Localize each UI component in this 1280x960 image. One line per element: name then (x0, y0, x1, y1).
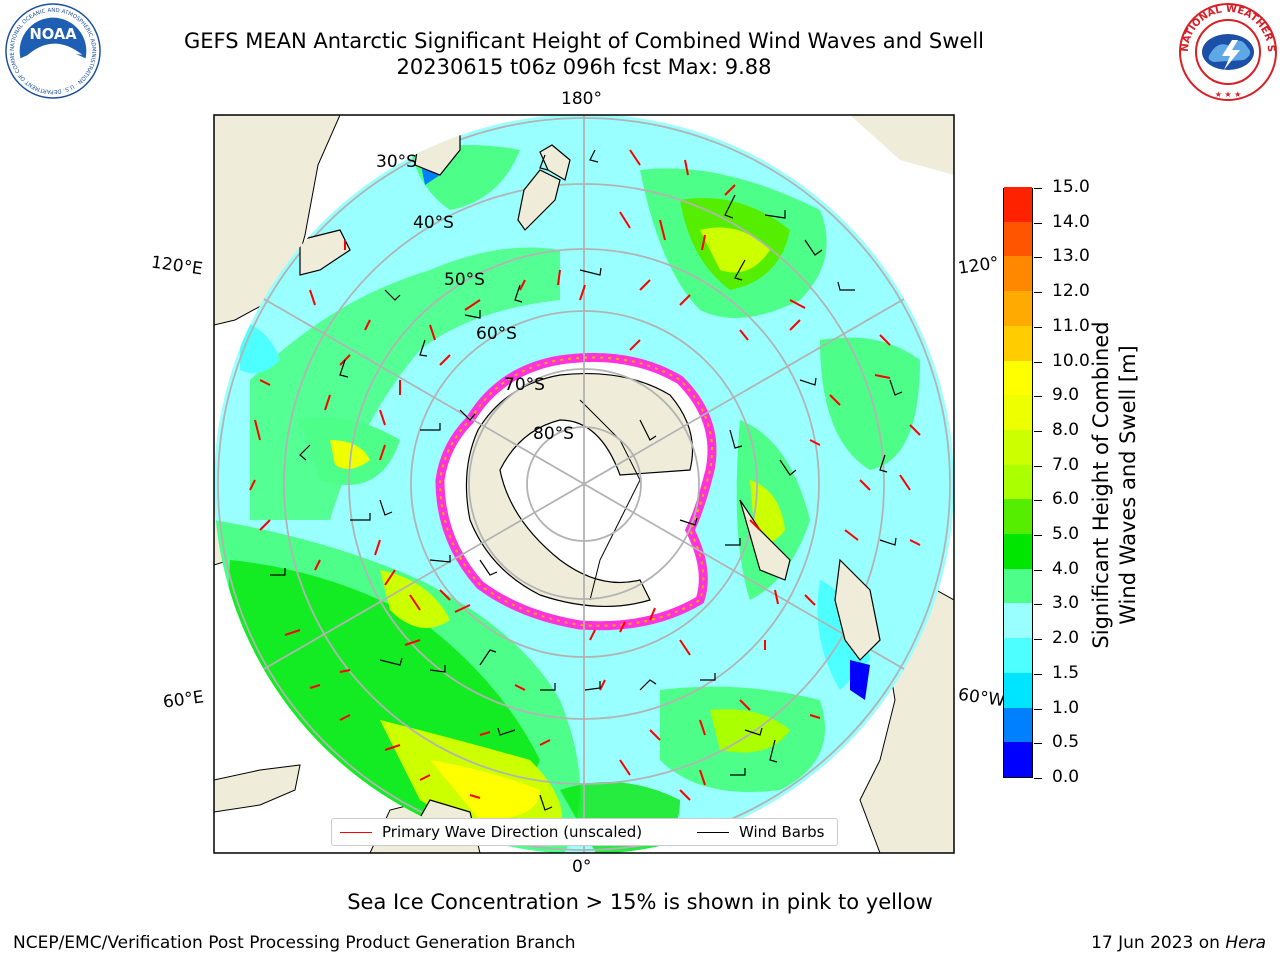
colorbar-tick (1034, 604, 1042, 606)
colorbar-tick (1034, 639, 1042, 641)
colorbar-tick-label: 1.5 (1052, 662, 1080, 683)
colorbar-tick (1034, 326, 1042, 328)
colorbar (1003, 186, 1033, 778)
colorbar-segment (1004, 394, 1032, 430)
colorbar-tick-label: 5.0 (1052, 524, 1080, 545)
colorbar-tick-label: 6.0 (1052, 489, 1080, 510)
colorbar-segment (1004, 360, 1032, 396)
lat-label-30s: 30°S (376, 152, 417, 172)
colorbar-tick (1034, 465, 1042, 467)
colorbar-tick-label: 13.0 (1052, 246, 1090, 267)
antarctica (435, 353, 717, 631)
colorbar-title-line2: Wind Waves and Swell [m] (1116, 345, 1140, 625)
sea-ice-note: Sea Ice Concentration > 15% is shown in … (347, 890, 933, 914)
colorbar-segment (1004, 186, 1032, 222)
lon-label-0: 0° (572, 857, 592, 877)
colorbar-segment (1004, 429, 1032, 465)
lat-label-70s: 70°S (504, 375, 545, 395)
lat-label-50s: 50°S (444, 270, 485, 290)
wind-barbs (270, 149, 903, 811)
colorbar-segment (1004, 741, 1032, 777)
graticule (217, 115, 951, 853)
chart-subtitle: 20230615 t06z 096h fcst Max: 9.88 (396, 55, 772, 79)
colorbar-tick (1034, 222, 1042, 224)
noaa-logo: NOAA NATIONAL OCEANIC AND ATMOSPHERIC AD… (4, 2, 101, 99)
legend-primary-label: Primary Wave Direction (unscaled) (382, 823, 643, 841)
legend-barbs-swatch (697, 832, 729, 833)
colorbar-segment (1004, 637, 1032, 673)
colorbar-tick-label: 7.0 (1052, 454, 1080, 475)
noaa-logo-text: NOAA (29, 26, 77, 43)
colorbar-segment (1004, 672, 1032, 708)
chart-title: GEFS MEAN Antarctic Significant Height o… (183, 29, 985, 53)
footer-date: 17 Jun 2023 on Hera (1091, 933, 1266, 953)
colorbar-tick-label: 2.0 (1052, 628, 1080, 649)
lat-label-40s: 40°S (413, 213, 454, 233)
colorbar-tick-label: 3.0 (1052, 593, 1080, 614)
colorbar-tick-label: 12.0 (1052, 281, 1090, 302)
colorbar-segment (1004, 464, 1032, 500)
colorbar-tick-label: 11.0 (1052, 315, 1090, 336)
colorbar-tick (1034, 188, 1042, 189)
colorbar-tick (1034, 500, 1042, 502)
map-legend: Primary Wave Direction (unscaled) Wind B… (331, 818, 838, 846)
wave-height-field (214, 115, 954, 853)
colorbar-tick (1034, 708, 1042, 710)
colorbar-tick (1034, 430, 1042, 432)
footer-credit: NCEP/EMC/Verification Post Processing Pr… (13, 933, 576, 953)
colorbar-tick (1034, 257, 1042, 259)
lat-label-60s: 60°S (476, 324, 517, 344)
colorbar-segment (1004, 707, 1032, 743)
colorbar-tick (1034, 396, 1042, 398)
colorbar-segment (1004, 602, 1032, 639)
colorbar-tick-label: 4.0 (1052, 558, 1080, 579)
plot-frame (213, 114, 955, 854)
colorbar-tick-label: 0.0 (1052, 767, 1080, 787)
colorbar-tick (1034, 673, 1042, 675)
footer-date-text: 17 Jun 2023 on (1091, 933, 1226, 953)
colorbar-segment (1004, 290, 1032, 326)
colorbar-segment (1004, 221, 1032, 257)
lon-label-180: 180° (561, 89, 602, 109)
nws-logo: NATIONAL WEATHER SERVICE ★ ★ ★ (1178, 2, 1277, 101)
colorbar-tick-label: 14.0 (1052, 211, 1090, 232)
footer-machine: Hera (1225, 933, 1266, 953)
colorbar-segment (1004, 255, 1032, 292)
colorbar-tick (1034, 569, 1042, 571)
colorbar-segment (1004, 325, 1032, 361)
colorbar-tick-label: 15.0 (1052, 177, 1090, 197)
colorbar-tick-label: 9.0 (1052, 385, 1080, 406)
colorbar-tick-label: 1.0 (1052, 697, 1080, 718)
colorbar-segment (1004, 498, 1032, 535)
colorbar-tick (1034, 743, 1042, 745)
wave-direction-arrows (249, 149, 921, 801)
colorbar-tick-label: 0.5 (1052, 732, 1080, 753)
colorbar-segment (1004, 533, 1032, 569)
legend-barbs-label: Wind Barbs (739, 823, 825, 841)
svg-text:★ ★ ★: ★ ★ ★ (1215, 90, 1242, 99)
colorbar-segment (1004, 568, 1032, 604)
colorbar-tick-label: 8.0 (1052, 419, 1080, 440)
colorbar-tick (1034, 361, 1042, 363)
colorbar-tick (1034, 778, 1042, 779)
lat-label-80s: 80°S (533, 424, 574, 444)
colorbar-title-line1: Significant Height of Combined (1089, 321, 1113, 649)
legend-primary-swatch (340, 832, 372, 833)
colorbar-tick (1034, 535, 1042, 537)
colorbar-tick-label: 10.0 (1052, 350, 1090, 371)
colorbar-tick (1034, 292, 1042, 294)
